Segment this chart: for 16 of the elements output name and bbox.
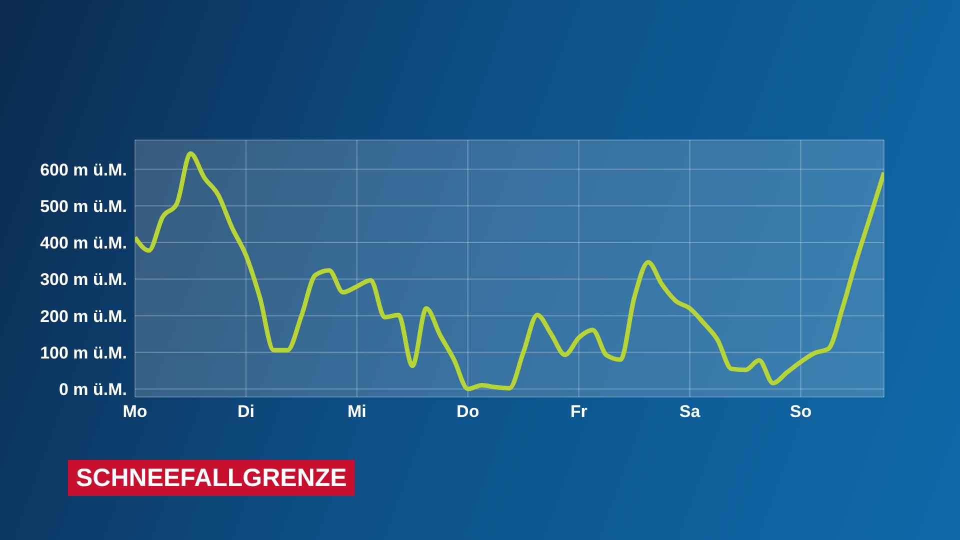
x-tick-label: Sa <box>679 402 701 422</box>
y-tick-label: 500 m ü.M. <box>40 196 127 216</box>
y-tick-label: 0 m ü.M. <box>58 380 127 399</box>
y-tick-label: 300 m ü.M. <box>40 270 127 290</box>
y-tick-label: 600 m ü.M. <box>40 160 127 180</box>
line-series <box>135 151 884 392</box>
x-tick-label: Do <box>456 402 480 422</box>
x-tick-label: Mi <box>347 402 366 422</box>
y-tick-label: 200 m ü.M. <box>40 306 127 326</box>
x-tick-label: Fr <box>570 402 588 422</box>
y-tick-label: 400 m ü.M. <box>40 234 127 253</box>
x-tick-label: So <box>790 402 812 422</box>
x-tick-label: Mo <box>122 402 148 422</box>
y-tick-label: 100 m ü.M. <box>40 343 127 362</box>
x-tick-label: Di <box>237 402 254 422</box>
text: SCHNEEFALLGRENZE <box>68 460 355 496</box>
